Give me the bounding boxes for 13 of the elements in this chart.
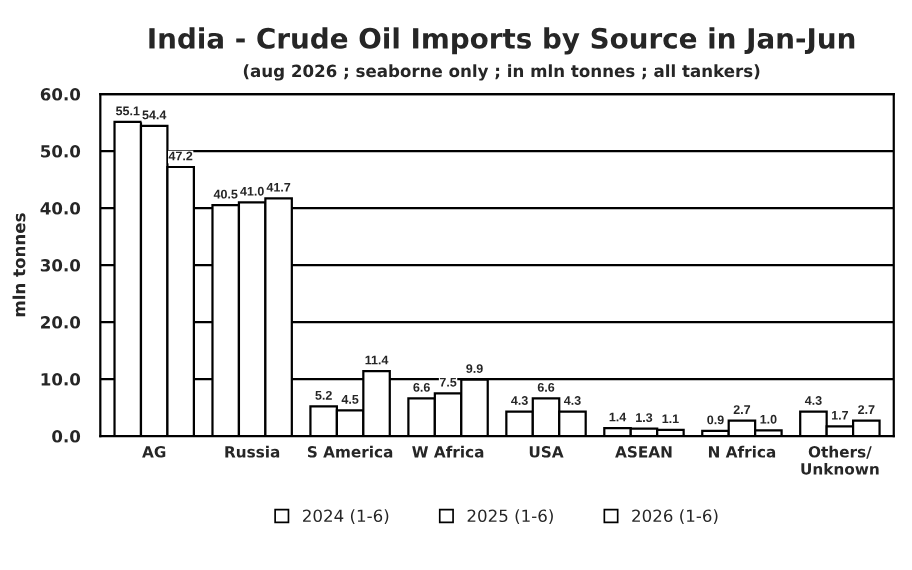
legend-label: 2026 (1-6) (632, 509, 718, 525)
y-axis-title: mln tonnes (12, 213, 26, 317)
y-tick-label: 60.0 (40, 88, 81, 101)
chart-title: India - Crude Oil Imports by Source in Jan-Jun (149, 27, 855, 55)
y-tick-label: 30.0 (40, 259, 81, 272)
y-tick-label: 50.0 (41, 145, 81, 158)
legend-label: 2024 (1-6) (303, 509, 389, 525)
y-tick-label: 10.0 (41, 373, 81, 386)
legend-label: 2025 (1-6) (467, 509, 553, 525)
y-tick-label: 40.0 (40, 202, 81, 215)
y-tick-label: 20.0 (41, 316, 81, 329)
chart-subtitle: (aug 2026 ; seaborne only ; in mln tonnes ; all tankers) (243, 64, 760, 81)
y-tick-label: 0.0 (52, 430, 81, 443)
